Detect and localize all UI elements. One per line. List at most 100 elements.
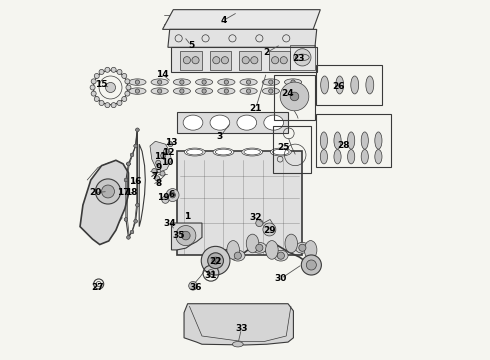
Ellipse shape (266, 240, 278, 259)
Circle shape (192, 57, 199, 64)
Ellipse shape (304, 240, 317, 259)
Circle shape (134, 220, 137, 223)
Ellipse shape (232, 342, 243, 347)
Circle shape (162, 196, 169, 203)
Circle shape (181, 231, 190, 240)
Circle shape (136, 128, 139, 132)
Bar (210, 51, 231, 69)
Bar (290, 45, 315, 69)
Ellipse shape (151, 79, 168, 85)
Ellipse shape (129, 79, 146, 85)
Circle shape (280, 82, 309, 111)
Ellipse shape (196, 79, 213, 85)
Text: 24: 24 (281, 89, 294, 98)
Ellipse shape (242, 148, 263, 156)
Text: 20: 20 (89, 188, 101, 197)
Ellipse shape (218, 88, 235, 94)
Circle shape (202, 89, 206, 93)
Circle shape (256, 244, 263, 251)
Circle shape (156, 160, 161, 165)
Text: 2: 2 (264, 48, 270, 57)
Circle shape (126, 162, 130, 166)
Polygon shape (184, 304, 294, 345)
Circle shape (161, 153, 166, 158)
Ellipse shape (196, 88, 213, 94)
Circle shape (234, 252, 242, 259)
Ellipse shape (227, 240, 240, 259)
Circle shape (101, 185, 115, 198)
Circle shape (135, 80, 140, 84)
Circle shape (91, 91, 96, 96)
Circle shape (134, 220, 137, 223)
Circle shape (134, 144, 137, 148)
Circle shape (152, 168, 157, 174)
Ellipse shape (361, 149, 368, 164)
Polygon shape (172, 223, 202, 250)
Ellipse shape (218, 79, 235, 85)
Bar (177, 151, 302, 255)
Polygon shape (80, 160, 128, 244)
Ellipse shape (183, 115, 203, 130)
Text: 34: 34 (163, 219, 176, 228)
Text: 15: 15 (96, 81, 108, 90)
Circle shape (242, 57, 249, 64)
Text: 25: 25 (277, 143, 290, 152)
Text: 1: 1 (184, 212, 190, 221)
Ellipse shape (351, 76, 359, 94)
Ellipse shape (274, 250, 288, 261)
Circle shape (246, 89, 251, 93)
Text: 17: 17 (118, 188, 130, 197)
Circle shape (221, 57, 228, 64)
Ellipse shape (334, 149, 341, 164)
Circle shape (306, 260, 317, 270)
Circle shape (246, 80, 251, 84)
Circle shape (130, 153, 134, 157)
Ellipse shape (347, 149, 355, 164)
Circle shape (111, 103, 116, 108)
Text: 13: 13 (165, 138, 178, 147)
Circle shape (301, 255, 321, 275)
Circle shape (130, 230, 134, 234)
Circle shape (269, 89, 273, 93)
Circle shape (224, 89, 228, 93)
Circle shape (136, 128, 139, 132)
Circle shape (202, 80, 206, 84)
Ellipse shape (375, 149, 382, 164)
Ellipse shape (231, 250, 245, 261)
Circle shape (157, 80, 162, 84)
Circle shape (125, 91, 130, 96)
Circle shape (111, 67, 116, 72)
Polygon shape (172, 47, 317, 72)
Ellipse shape (320, 76, 329, 94)
Circle shape (130, 230, 134, 234)
Circle shape (180, 80, 184, 84)
Ellipse shape (151, 88, 168, 94)
Ellipse shape (285, 88, 302, 94)
Bar (180, 51, 202, 69)
Bar (239, 51, 261, 69)
Ellipse shape (262, 79, 279, 85)
Circle shape (105, 103, 110, 108)
Ellipse shape (210, 115, 230, 130)
Ellipse shape (366, 76, 374, 94)
Text: 27: 27 (92, 283, 104, 292)
Circle shape (212, 257, 219, 264)
Circle shape (256, 220, 263, 226)
Circle shape (271, 57, 279, 64)
Circle shape (99, 100, 104, 105)
Circle shape (96, 179, 121, 204)
Circle shape (183, 57, 191, 64)
Ellipse shape (285, 234, 297, 253)
Ellipse shape (246, 234, 259, 253)
Text: 21: 21 (249, 104, 262, 113)
Text: 3: 3 (217, 132, 223, 141)
Ellipse shape (336, 76, 343, 94)
Text: 6: 6 (169, 190, 174, 199)
Circle shape (168, 141, 173, 147)
Polygon shape (163, 10, 320, 30)
Circle shape (99, 69, 104, 75)
Circle shape (189, 282, 197, 290)
Circle shape (117, 69, 122, 75)
Circle shape (125, 79, 130, 84)
Circle shape (166, 189, 179, 202)
